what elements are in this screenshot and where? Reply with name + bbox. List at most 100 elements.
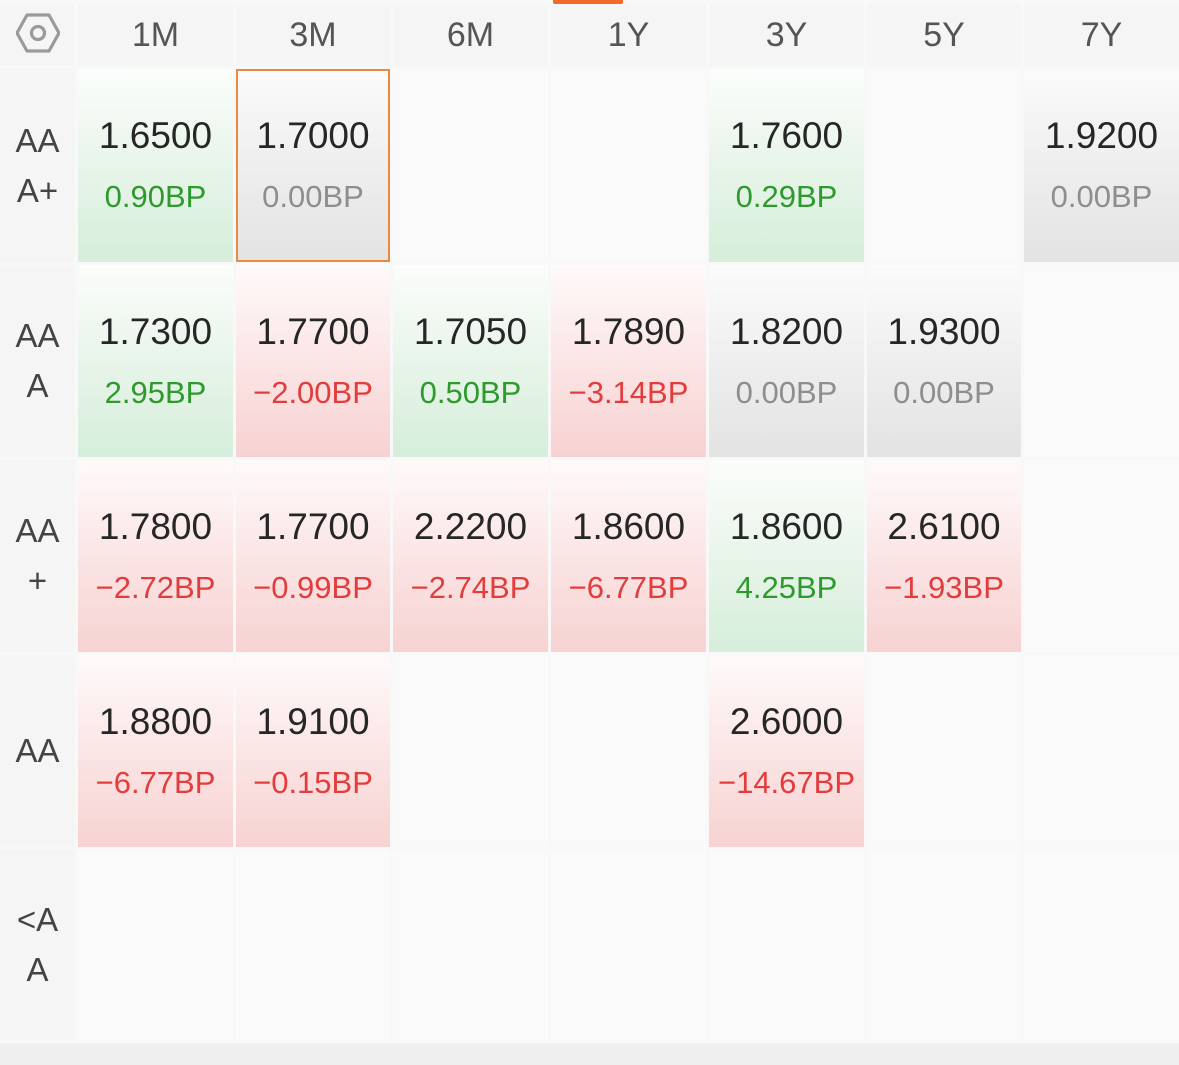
rate-value: 1.8600 <box>729 505 844 547</box>
rate-cell[interactable]: 2.6100 −1.93BP <box>867 460 1021 652</box>
column-header-5y[interactable]: 5Y <box>867 5 1021 66</box>
rate-change: −1.93BP <box>884 569 1004 605</box>
rate-value: 2.2200 <box>413 505 528 547</box>
empty-cell <box>867 69 1021 262</box>
row-header-label: AA <box>15 512 60 549</box>
row-header-label: A <box>26 951 49 988</box>
rate-change: 0.00BP <box>262 179 364 214</box>
row-header-label: AA <box>15 317 60 354</box>
rate-value: 1.8200 <box>729 310 844 352</box>
rate-cell[interactable]: 1.7890 −3.14BP <box>551 265 706 457</box>
column-header-3y[interactable]: 3Y <box>709 5 864 66</box>
row-header[interactable]: <A A <box>0 850 75 1040</box>
row-header[interactable]: AA A+ <box>0 69 75 262</box>
column-header-label: 6M <box>446 16 495 54</box>
rate-change: −2.74BP <box>410 569 531 605</box>
row-header[interactable]: AA A <box>0 265 75 457</box>
row-header[interactable]: AA + <box>0 460 75 652</box>
active-tab-indicator <box>553 0 623 4</box>
row-header-label: <A <box>16 901 59 938</box>
rate-change: 0.00BP <box>1050 179 1153 214</box>
row-header-label: + <box>27 562 48 599</box>
empty-cell <box>393 655 548 847</box>
rate-value: 1.9200 <box>1044 115 1159 156</box>
empty-cell <box>867 655 1021 847</box>
rate-value: 2.6000 <box>729 700 844 742</box>
rate-cell[interactable]: 1.8200 0.00BP <box>709 265 864 457</box>
column-header-label: 3M <box>289 16 337 54</box>
empty-cell <box>1024 655 1179 847</box>
bottom-strip <box>0 1043 1179 1065</box>
column-header-3m[interactable]: 3M <box>236 5 390 66</box>
empty-cell <box>78 850 233 1040</box>
column-header-1y[interactable]: 1Y <box>551 5 706 66</box>
rate-cell[interactable]: 1.8800 −6.77BP <box>78 655 233 847</box>
rate-cell[interactable]: 1.7050 0.50BP <box>393 265 548 457</box>
rate-cell[interactable]: 1.9300 0.00BP <box>867 265 1021 457</box>
rate-value: 1.9100 <box>256 700 370 742</box>
rate-change: 0.90BP <box>104 179 207 214</box>
rate-change: −0.99BP <box>253 569 373 605</box>
empty-cell <box>393 850 548 1040</box>
row-header-label: A <box>26 367 49 404</box>
empty-cell <box>867 850 1021 1040</box>
empty-cell <box>551 850 706 1040</box>
rate-cell[interactable]: 1.7700 −0.99BP <box>236 460 390 652</box>
rate-value: 1.7800 <box>98 505 213 547</box>
column-header-label: 7Y <box>1080 16 1123 54</box>
empty-cell <box>236 850 390 1040</box>
rate-value: 1.9300 <box>887 310 1001 352</box>
column-header-7y[interactable]: 7Y <box>1024 5 1179 66</box>
rate-value: 1.7300 <box>98 310 213 352</box>
row-header-label: A+ <box>16 171 59 209</box>
rate-change: 2.95BP <box>104 374 207 410</box>
empty-cell <box>709 850 864 1040</box>
rate-cell[interactable]: 1.9200 0.00BP <box>1024 69 1179 262</box>
empty-cell <box>551 655 706 847</box>
rate-value: 1.7700 <box>256 505 370 547</box>
rate-change: −14.67BP <box>717 764 856 800</box>
rate-value: 1.7000 <box>256 115 370 156</box>
rate-change: 0.29BP <box>735 179 838 214</box>
rate-cell[interactable]: 1.7600 0.29BP <box>709 69 864 262</box>
rate-cell[interactable]: 1.7700 −2.00BP <box>236 265 390 457</box>
rate-cell[interactable]: 1.8600 −6.77BP <box>551 460 706 652</box>
empty-cell <box>1024 850 1179 1040</box>
rate-value: 1.7050 <box>413 310 528 352</box>
rate-cell[interactable]: 1.7000 0.00BP <box>236 69 390 262</box>
rate-change: 0.50BP <box>419 374 522 410</box>
column-header-6m[interactable]: 6M <box>393 5 548 66</box>
rate-cell[interactable]: 1.7800 −2.72BP <box>78 460 233 652</box>
rate-cell[interactable]: 1.6500 0.90BP <box>78 69 233 262</box>
row-header[interactable]: AA <box>0 655 75 847</box>
column-header-1m[interactable]: 1M <box>78 5 233 66</box>
empty-cell <box>1024 265 1179 457</box>
settings-button[interactable] <box>0 5 75 66</box>
rate-change: −2.00BP <box>253 374 373 410</box>
rate-change: −2.72BP <box>95 569 216 605</box>
rate-cell[interactable]: 2.2200 −2.74BP <box>393 460 548 652</box>
rate-change: −0.15BP <box>253 764 373 800</box>
rate-value: 1.8600 <box>571 505 686 547</box>
rate-cell[interactable]: 1.8600 4.25BP <box>709 460 864 652</box>
rate-cell[interactable]: 1.7300 2.95BP <box>78 265 233 457</box>
rate-change: −3.14BP <box>568 374 689 410</box>
rate-change: 4.25BP <box>735 569 838 605</box>
column-header-label: 1Y <box>607 16 650 54</box>
rate-value: 1.7600 <box>729 115 844 156</box>
empty-cell <box>393 69 548 262</box>
rate-change: −6.77BP <box>568 569 689 605</box>
rate-cell[interactable]: 1.9100 −0.15BP <box>236 655 390 847</box>
rate-change: 0.00BP <box>893 374 995 410</box>
rate-cell[interactable]: 2.6000 −14.67BP <box>709 655 864 847</box>
settings-icon <box>14 13 61 58</box>
empty-cell <box>1024 460 1179 652</box>
row-header-label: AA <box>15 121 60 159</box>
column-header-label: 5Y <box>923 16 965 54</box>
rate-value: 1.7890 <box>571 310 686 352</box>
rate-value: 1.8800 <box>98 700 213 742</box>
column-header-label: 3Y <box>765 16 808 54</box>
row-header-label: AA <box>15 732 60 769</box>
rate-value: 1.7700 <box>256 310 370 352</box>
rate-change: −6.77BP <box>95 764 216 800</box>
